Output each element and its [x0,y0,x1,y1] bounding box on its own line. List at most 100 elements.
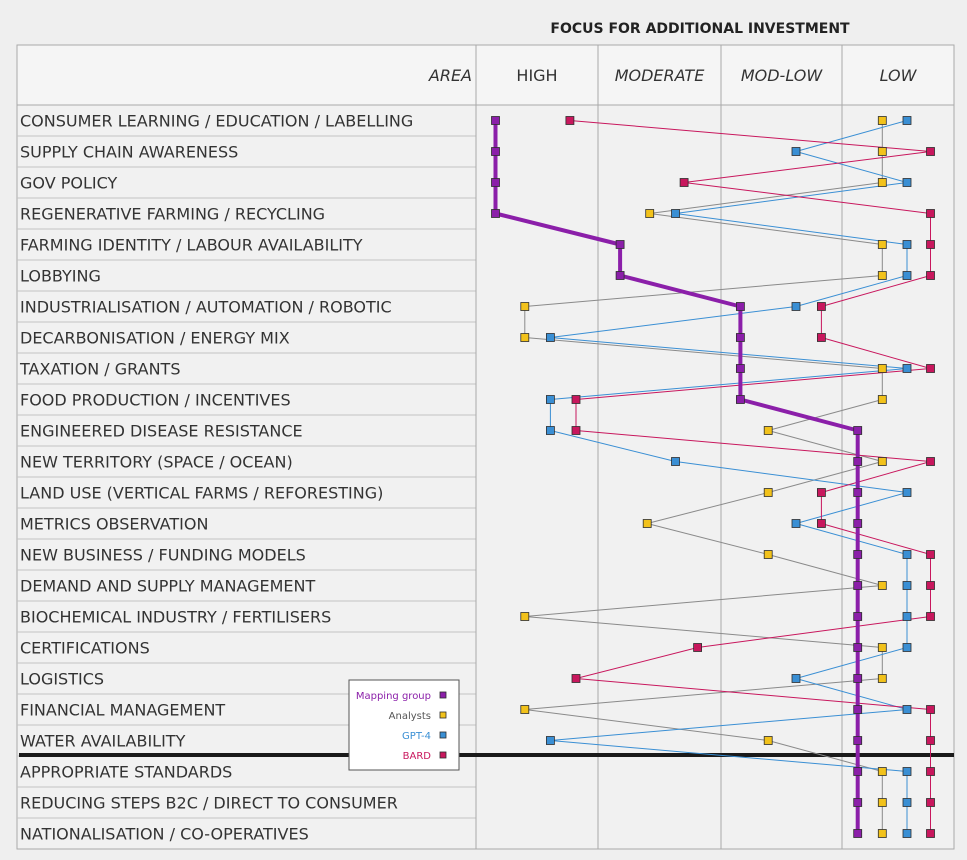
point-analysts [877,271,887,280]
point-gpt-4 [791,674,801,683]
row-label: APPROPRIATE STANDARDS [20,763,232,782]
point-analysts [520,302,530,311]
legend-swatch-mapping-group [439,691,447,699]
point-mapping-group [853,488,863,497]
series-lines [493,120,931,834]
header-cell [16,44,955,106]
point-bard [571,395,581,404]
point-mapping-group [615,271,625,280]
table-frame [16,44,955,850]
row-label: ENGINEERED DISEASE RESISTANCE [20,422,303,441]
point-mapping-group [853,767,863,776]
point-gpt-4 [902,581,912,590]
point-bard [817,488,826,497]
series-markers [491,116,935,838]
point-bard [926,705,935,714]
point-analysts [877,178,887,187]
column-header-high: HIGH [516,66,557,85]
point-analysts [877,395,887,404]
point-gpt-4 [791,147,801,156]
legend-label-analysts: Analysts [389,711,431,722]
point-analysts [877,457,887,466]
point-mapping-group [853,457,863,466]
point-gpt-4 [902,705,912,714]
row-label: NEW BUSINESS / FUNDING MODELS [20,546,306,565]
row-label: CONSUMER LEARNING / EDUCATION / LABELLIN… [20,112,413,131]
row-label: WATER AVAILABILITY [20,732,186,751]
point-mapping-group [736,395,745,404]
legend-label-mapping-group: Mapping group [356,691,431,702]
point-mapping-group [853,705,863,714]
point-mapping-group [853,550,863,559]
point-mapping-group [491,116,500,125]
point-bard [817,333,826,342]
point-analysts [877,767,887,776]
point-bard [926,829,935,838]
point-gpt-4 [671,457,680,466]
legend-swatch-bard [439,751,447,759]
point-analysts [877,643,887,652]
point-mapping-group [491,209,500,218]
point-analysts [642,519,652,528]
row-label: INDUSTRIALISATION / AUTOMATION / ROBOTIC [20,298,392,317]
point-mapping-group [853,798,863,807]
point-bard [926,550,935,559]
grid [16,44,955,850]
row-label: DEMAND AND SUPPLY MANAGEMENT [20,577,315,596]
row-label: FINANCIAL MANAGEMENT [20,701,225,720]
row-label: TAXATION / GRANTS [19,360,180,379]
point-gpt-4 [546,395,555,404]
point-gpt-4 [546,426,555,435]
area-header: AREA [428,66,472,85]
row-label: FOOD PRODUCTION / INCENTIVES [20,391,291,410]
row-label: SUPPLY CHAIN AWARENESS [20,143,238,162]
row-label: LOGISTICS [20,670,104,689]
legend-swatch-analysts [439,711,447,719]
point-bard [817,302,826,311]
point-gpt-4 [791,302,801,311]
point-analysts [877,147,887,156]
point-mapping-group [853,426,863,435]
point-mapping-group [853,829,863,838]
column-header-moderate: MODERATE [615,66,706,85]
point-analysts [763,488,773,497]
point-bard [926,209,935,218]
point-analysts [877,674,887,683]
legend-swatch-gpt-4 [439,731,447,739]
point-gpt-4 [902,240,912,249]
point-mapping-group [615,240,625,249]
point-mapping-group [736,364,745,373]
point-analysts [520,333,530,342]
point-gpt-4 [671,209,680,218]
chart-title: FOCUS FOR ADDITIONAL INVESTMENT [550,21,850,37]
row-label: REDUCING STEPS B2C / DIRECT TO CONSUMER [20,794,398,813]
point-analysts [877,240,887,249]
point-bard [926,364,935,373]
row-label: METRICS OBSERVATION [20,515,208,534]
point-analysts [763,550,773,559]
point-analysts [877,364,887,373]
point-analysts [763,736,773,745]
point-gpt-4 [902,364,912,373]
point-gpt-4 [902,271,912,280]
series-line-analysts [524,120,883,834]
point-mapping-group [736,302,745,311]
point-mapping-group [736,333,745,342]
point-analysts [877,116,887,125]
point-gpt-4 [902,643,912,652]
point-bard [679,178,689,187]
point-bard [926,767,935,776]
row-label: NEW TERRITORY (SPACE / OCEAN) [20,453,293,472]
point-mapping-group [491,147,500,156]
column-header-low: LOW [880,66,918,85]
point-gpt-4 [902,798,912,807]
point-mapping-group [853,674,863,683]
series-line-gpt-4 [549,120,908,834]
point-analysts [763,426,773,435]
point-mapping-group [853,519,863,528]
category-labels: CONSUMER LEARNING / EDUCATION / LABELLIN… [19,112,413,844]
series-line-mapping-group [493,120,860,834]
point-bard [571,674,581,683]
point-mapping-group [853,612,863,621]
